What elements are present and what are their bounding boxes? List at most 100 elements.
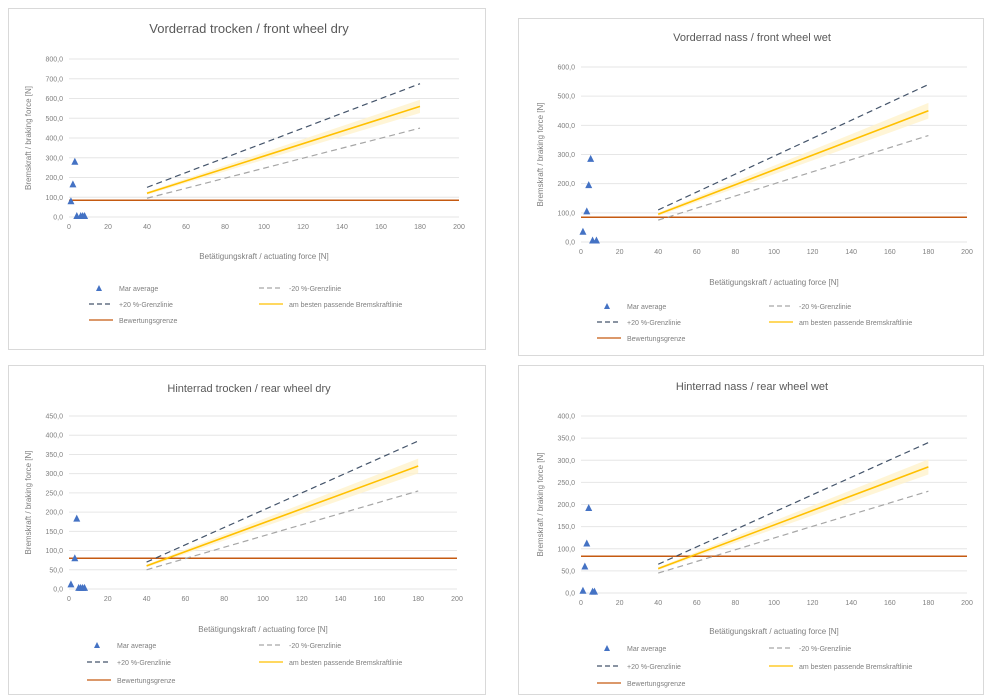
best-fit-line: [146, 465, 419, 567]
chart-panel-front-wet: Vorderrad nass / front wheel wet 0,0 100,0…: [518, 18, 984, 356]
y-tick-label: 0,0: [565, 591, 575, 598]
x-tick-label: 200: [451, 596, 463, 603]
data-point: [71, 157, 79, 165]
legend-marker-points: [604, 303, 610, 309]
y-tick-label: 200,0: [45, 510, 63, 517]
x-tick-label: 80: [221, 224, 229, 231]
y-tick-label: 800,0: [45, 57, 63, 64]
x-tick-label: 20: [616, 249, 624, 256]
legend-label-limit: Bewertungsgrenze: [117, 678, 175, 685]
legend-label-minus20: -20 %-Grenzlinie: [799, 304, 851, 311]
y-axis-label: Bremskraft / braking force [N]: [536, 102, 545, 206]
legend-label-minus20: -20 %-Grenzlinie: [289, 643, 341, 650]
x-tick-label: 160: [375, 224, 387, 231]
legend-label-best: am besten passende Bremskraftlinie: [799, 320, 912, 327]
y-tick-label: 100,0: [557, 546, 575, 553]
data-point: [585, 181, 593, 189]
x-tick-label: 80: [220, 596, 228, 603]
y-tick-label: 700,0: [45, 76, 63, 83]
legend-label-points: Mar average: [627, 304, 666, 311]
legend-label-plus20: +20 %-Grenzlinie: [627, 320, 681, 327]
legend-label-plus20: +20 %-Grenzlinie: [627, 664, 681, 671]
y-tick-label: 350,0: [557, 436, 575, 443]
y-tick-label: 0,0: [53, 587, 63, 594]
y-tick-label: 500,0: [45, 116, 63, 123]
y-tick-label: 500,0: [557, 94, 575, 101]
y-tick-label: 200,0: [557, 181, 575, 188]
x-tick-label: 100: [768, 249, 780, 256]
x-tick-label: 20: [104, 596, 112, 603]
data-point: [73, 514, 81, 522]
data-point: [587, 154, 595, 162]
y-tick-label: 300,0: [45, 155, 63, 162]
y-tick-label: 400,0: [45, 433, 63, 440]
y-tick-label: 50,0: [561, 568, 575, 575]
x-tick-label: 180: [923, 249, 935, 256]
x-tick-label: 180: [414, 224, 426, 231]
x-tick-label: 0: [579, 600, 583, 607]
x-tick-label: 120: [297, 224, 309, 231]
minus20-line: [146, 490, 419, 571]
legend-label-best: am besten passende Bremskraftlinie: [799, 664, 912, 671]
data-point: [581, 562, 589, 570]
x-tick-label: 20: [616, 600, 624, 607]
best-fit-line: [657, 110, 929, 216]
x-tick-label: 120: [807, 249, 819, 256]
y-tick-label: 50,0: [49, 567, 63, 574]
data-point: [583, 539, 591, 547]
data-point: [592, 236, 600, 244]
legend-label-best: am besten passende Bremskraftlinie: [289, 302, 402, 309]
y-axis-label: Bremskraft / braking force [N]: [24, 86, 33, 190]
y-tick-label: 350,0: [45, 452, 63, 459]
x-tick-label: 200: [453, 224, 465, 231]
x-tick-label: 100: [257, 596, 269, 603]
y-tick-label: 450,0: [45, 414, 63, 421]
plus20-line: [146, 440, 419, 563]
x-tick-label: 120: [807, 600, 819, 607]
legend-label-limit: Bewertungsgrenze: [627, 681, 685, 688]
chart-panel-front-dry: Vorderrad trocken / front wheel dry 0,0 10…: [8, 8, 486, 350]
best-fit-line: [657, 466, 929, 570]
plus20-line: [146, 83, 421, 188]
chart-title: Vorderrad nass / front wheel wet: [673, 32, 831, 44]
data-point: [81, 583, 89, 591]
chart-svg-0: Vorderrad trocken / front wheel dry 0,0 10…: [24, 21, 465, 325]
y-tick-label: 300,0: [557, 458, 575, 465]
x-tick-label: 100: [258, 224, 270, 231]
x-tick-label: 60: [182, 224, 190, 231]
chart-title: Hinterrad trocken / rear wheel dry: [167, 383, 331, 395]
data-point: [81, 212, 89, 220]
y-tick-label: 0,0: [53, 215, 63, 222]
legend-label-limit: Bewertungsgrenze: [119, 318, 177, 325]
y-tick-label: 400,0: [557, 414, 575, 421]
best-fit-line: [146, 105, 421, 195]
x-axis-label: Betätigungskraft / actuating force [N]: [709, 627, 838, 636]
x-tick-label: 140: [845, 249, 857, 256]
y-tick-label: 250,0: [45, 490, 63, 497]
x-tick-label: 60: [693, 249, 701, 256]
legend-marker-points: [94, 642, 100, 648]
data-point: [67, 580, 75, 588]
data-point: [583, 207, 591, 215]
y-tick-label: 250,0: [557, 480, 575, 487]
x-tick-label: 40: [143, 596, 151, 603]
legend-label-plus20: +20 %-Grenzlinie: [117, 660, 171, 667]
data-point: [579, 586, 587, 594]
legend-label-minus20: -20 %-Grenzlinie: [289, 286, 341, 293]
y-tick-label: 100,0: [45, 195, 63, 202]
legend-marker-points: [604, 645, 610, 651]
x-tick-label: 120: [296, 596, 308, 603]
legend-label-limit: Bewertungsgrenze: [627, 336, 685, 343]
chart-title: Vorderrad trocken / front wheel dry: [149, 21, 349, 36]
legend-marker-points: [96, 285, 102, 291]
x-tick-label: 40: [143, 224, 151, 231]
chart-svg-1: Vorderrad nass / front wheel wet 0,0 100,0…: [536, 32, 973, 343]
data-point: [585, 504, 593, 512]
x-tick-label: 140: [335, 596, 347, 603]
minus20-line: [146, 127, 421, 199]
y-tick-label: 0,0: [565, 240, 575, 247]
y-tick-label: 300,0: [45, 471, 63, 478]
x-tick-label: 40: [654, 600, 662, 607]
x-tick-label: 200: [961, 600, 973, 607]
x-tick-label: 80: [732, 249, 740, 256]
